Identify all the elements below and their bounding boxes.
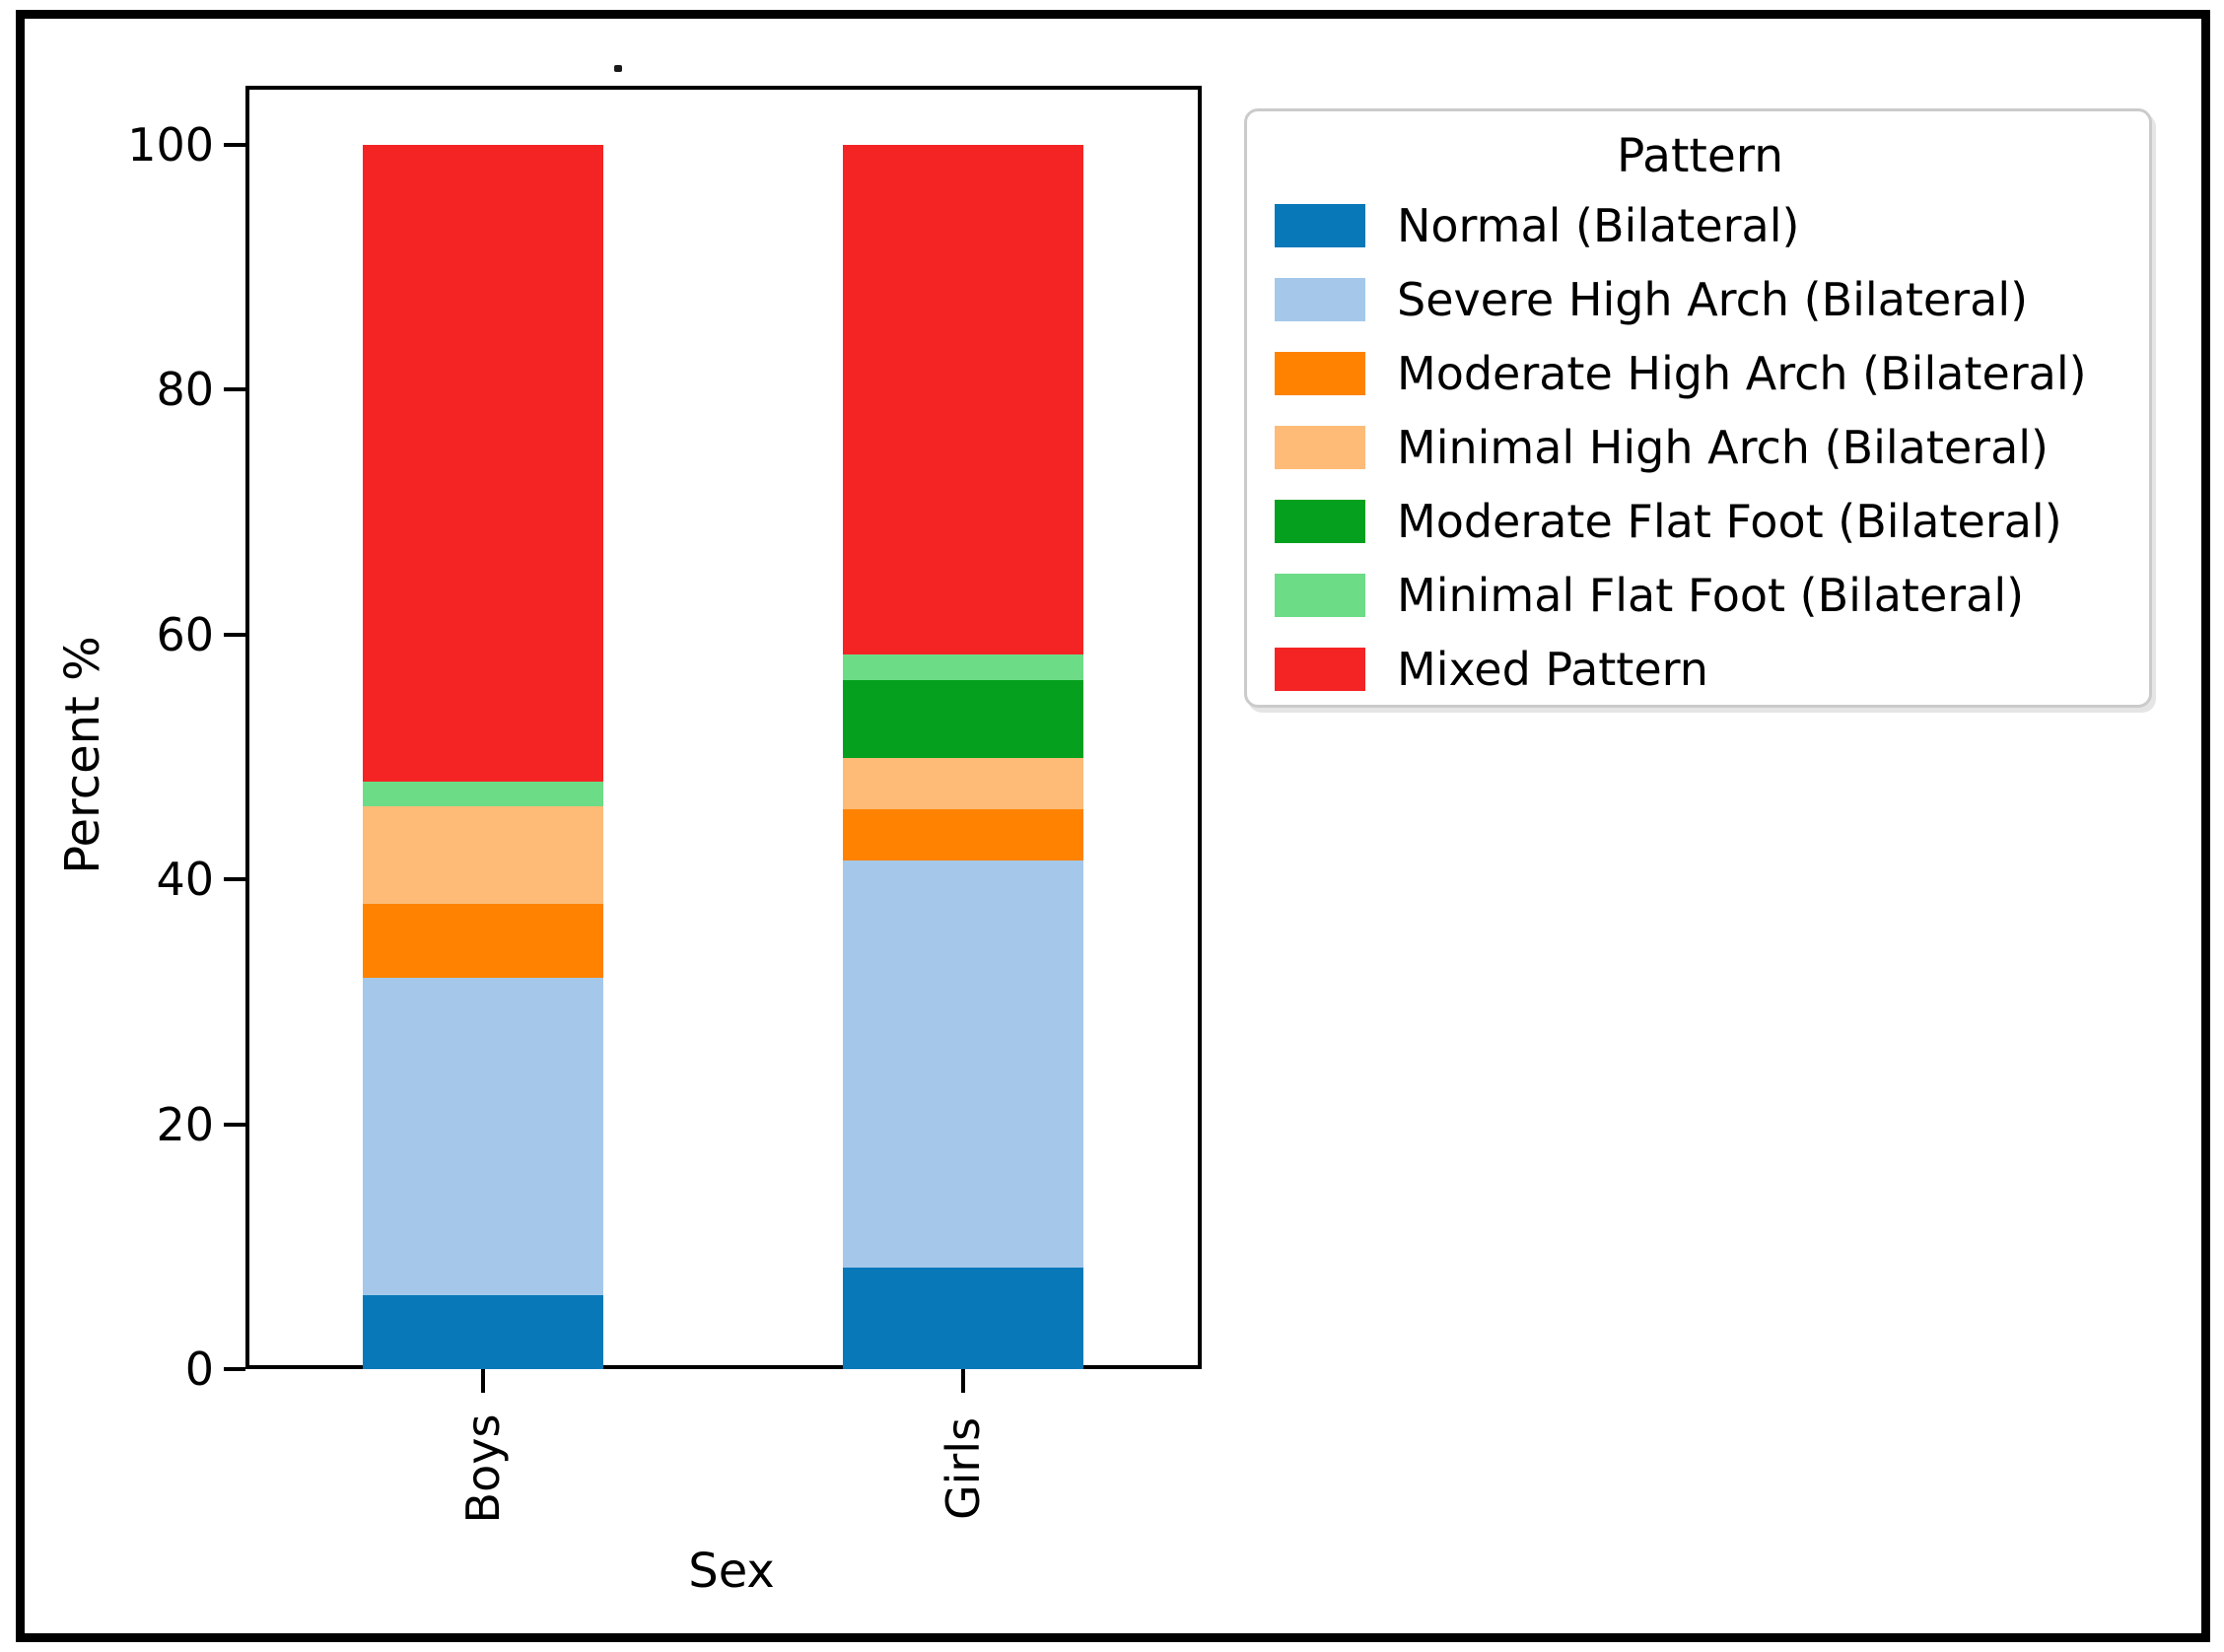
y-tick-label: 20	[156, 1097, 214, 1151]
bar-segment	[363, 977, 603, 1296]
bar-segment	[843, 808, 1083, 860]
legend-label: Moderate Flat Foot (Bilateral)	[1397, 495, 2062, 548]
legend-label: Minimal Flat Foot (Bilateral)	[1397, 569, 2025, 622]
legend-title: Pattern	[1616, 129, 1784, 183]
legend-swatch-icon	[1275, 352, 1365, 395]
bar-segment	[843, 1268, 1083, 1369]
legend-row: Mixed Pattern	[1275, 646, 2125, 693]
legend-row: Severe High Arch (Bilateral)	[1275, 276, 2125, 323]
legend-swatch-icon	[1275, 574, 1365, 617]
legend-row: Minimal Flat Foot (Bilateral)	[1275, 572, 2125, 619]
bar-segment	[843, 145, 1083, 655]
stacked-bar-boys	[363, 145, 603, 1369]
legend-row: Moderate High Arch (Bilateral)	[1275, 350, 2125, 397]
y-tick-mark	[224, 387, 245, 392]
y-tick-mark	[224, 632, 245, 637]
y-tick-label: 60	[156, 607, 214, 661]
legend-swatch-icon	[1275, 426, 1365, 469]
legend: Pattern Normal (Bilateral) Severe High Ar…	[1244, 108, 2152, 708]
bar-segment	[363, 805, 603, 905]
legend-label: Moderate High Arch (Bilateral)	[1397, 347, 2087, 400]
bar-segment	[843, 757, 1083, 809]
y-tick-mark	[224, 877, 245, 882]
bar-segment	[843, 860, 1083, 1269]
y-tick-mark	[224, 143, 245, 147]
x-tick-mark	[961, 1369, 965, 1393]
legend-swatch-icon	[1275, 204, 1365, 247]
x-axis-title: Sex	[688, 1544, 775, 1599]
bar-segment	[363, 145, 603, 782]
y-axis-title: Percent %	[55, 636, 110, 874]
legend-swatch-icon	[1275, 278, 1365, 321]
legend-swatch-icon	[1275, 648, 1365, 691]
bar-segment	[843, 654, 1083, 681]
legend-rows: Normal (Bilateral) Severe High Arch (Bila…	[1275, 202, 2125, 693]
legend-row: Moderate Flat Foot (Bilateral)	[1275, 498, 2125, 545]
legend-label: Minimal High Arch (Bilateral)	[1397, 421, 2050, 474]
stray-dot	[614, 65, 622, 72]
x-tick-mark	[481, 1369, 485, 1393]
y-tick-label: 0	[184, 1342, 214, 1396]
legend-row: Normal (Bilateral)	[1275, 202, 2125, 249]
legend-label: Mixed Pattern	[1397, 643, 1708, 696]
legend-row: Minimal High Arch (Bilateral)	[1275, 424, 2125, 471]
bar-segment	[363, 904, 603, 978]
y-tick-label: 80	[156, 363, 214, 417]
legend-label: Normal (Bilateral)	[1397, 199, 1800, 252]
x-tick-label-girls: Girls	[937, 1416, 990, 1521]
y-tick-label: 100	[127, 118, 214, 172]
x-tick-label-boys: Boys	[456, 1413, 510, 1524]
y-tick-mark	[224, 1367, 245, 1371]
legend-label: Severe High Arch (Bilateral)	[1397, 273, 2029, 326]
stacked-bar-girls	[843, 145, 1083, 1369]
y-tick-mark	[224, 1122, 245, 1127]
y-tick-label: 40	[156, 853, 214, 907]
bar-segment	[843, 680, 1083, 758]
bar-segment	[363, 1295, 603, 1369]
bar-segment	[363, 781, 603, 806]
legend-swatch-icon	[1275, 500, 1365, 543]
